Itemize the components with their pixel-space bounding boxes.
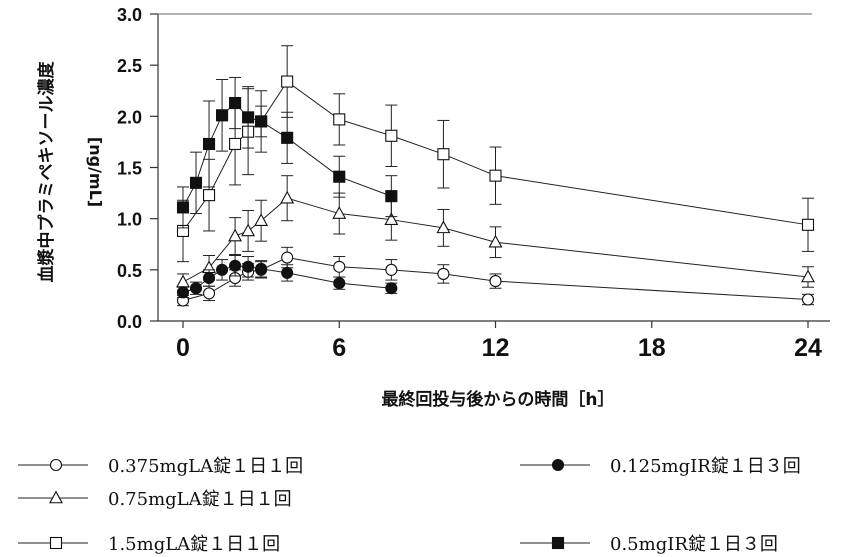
data-point <box>229 259 242 272</box>
data-point <box>189 176 203 189</box>
x-tick-label: 12 <box>482 334 510 362</box>
data-point <box>242 260 255 273</box>
data-point <box>280 190 295 204</box>
data-point <box>241 223 256 237</box>
series-0 <box>176 246 815 307</box>
data-point <box>176 201 190 214</box>
data-point <box>489 169 502 182</box>
y-tick-label: 2.0 <box>117 107 142 127</box>
data-point <box>385 129 398 142</box>
data-point <box>281 131 294 144</box>
data-point <box>801 218 815 231</box>
data-point <box>436 220 451 234</box>
x-tick-label: 18 <box>638 334 666 362</box>
data-point <box>385 282 398 295</box>
legend-label: 0.375mgLA錠１日１回 <box>108 456 303 477</box>
legend-label: 0.125mgIR錠１日３回 <box>610 456 801 477</box>
data-point <box>229 96 242 110</box>
series-layer <box>176 45 815 307</box>
legend-marker <box>551 458 565 472</box>
data-point <box>801 269 815 283</box>
data-point <box>202 287 216 300</box>
y-tick-label: 3.0 <box>117 5 142 25</box>
data-point <box>333 113 346 126</box>
y-axis-label: 血漿中プラミペキソール濃度 <box>36 61 57 283</box>
data-point <box>202 189 216 202</box>
data-point <box>229 137 242 151</box>
y-tick-label: 1.0 <box>117 210 142 230</box>
x-tick-label: 0 <box>176 334 190 362</box>
legend-label: 1.5mgLA錠１日１回 <box>108 534 280 555</box>
data-point <box>254 213 269 227</box>
x-tick-label: 24 <box>794 334 822 362</box>
legend-item: 1.5mgLA錠１日１回 <box>18 534 280 555</box>
series-3 <box>176 255 398 299</box>
y-axis-unit: [ng/mL] <box>86 137 105 207</box>
data-point <box>281 75 294 88</box>
data-point <box>189 282 203 295</box>
data-point <box>333 260 346 273</box>
series-line <box>182 265 392 293</box>
data-point <box>176 286 190 299</box>
y-tick-label: 1.5 <box>117 159 142 179</box>
data-point <box>255 262 268 275</box>
tick-layer: 0.0 0.5 1.0 1.5 2.0 2.5 3.0 0 6 12 18 24 <box>117 5 822 362</box>
legend-label: 0.75mgLA錠１日１回 <box>108 489 292 510</box>
data-point <box>333 277 346 290</box>
data-point <box>281 251 294 264</box>
legend-marker <box>49 536 63 550</box>
data-point <box>333 170 346 183</box>
data-point <box>281 266 294 279</box>
data-point <box>216 263 229 276</box>
legend-marker <box>49 490 63 504</box>
legend-marker <box>551 536 565 550</box>
series-4 <box>176 76 398 229</box>
data-point <box>332 206 347 219</box>
data-point <box>228 228 243 242</box>
data-point <box>437 267 450 280</box>
y-tick-label: 2.5 <box>117 56 142 76</box>
data-point <box>202 271 216 285</box>
legend-marker <box>49 458 63 472</box>
series-line <box>182 102 392 208</box>
data-point <box>437 148 450 161</box>
data-point <box>384 212 399 225</box>
legend-item: 0.5mgIR錠１日３回 <box>520 534 778 555</box>
legend-item: 0.375mgLA錠１日１回 <box>18 456 303 477</box>
legend-label: 0.5mgIR錠１日３回 <box>610 534 778 555</box>
data-point <box>242 111 255 124</box>
x-axis-label: 最終回投与後からの時間［h］ <box>381 389 614 410</box>
y-tick-label: 0.0 <box>117 312 142 332</box>
data-point <box>489 275 502 288</box>
y-tick-label: 0.5 <box>117 261 142 281</box>
legend: 0.375mgLA錠１日１回 0.125mgIR錠１日３回 0.75mgLA錠１日１… <box>18 456 801 555</box>
data-point <box>385 263 398 276</box>
data-point <box>801 293 815 306</box>
x-tick-label: 6 <box>332 334 346 362</box>
data-point <box>216 109 229 122</box>
legend-item: 0.125mgIR錠１日３回 <box>520 456 801 477</box>
data-point <box>176 274 190 288</box>
legend-item: 0.75mgLA錠１日１回 <box>18 489 292 510</box>
data-point <box>202 137 216 151</box>
data-point <box>385 190 398 203</box>
data-point <box>488 234 503 248</box>
data-point <box>255 115 268 128</box>
